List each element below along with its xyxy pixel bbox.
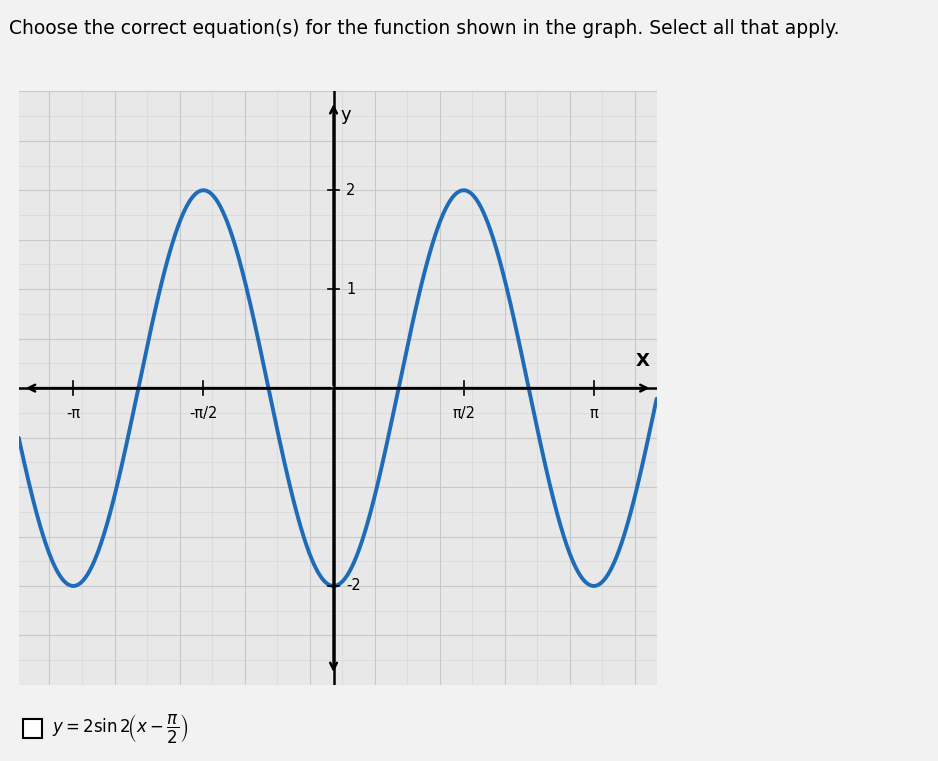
Text: $y = 2\sin 2\!\left(x - \dfrac{\pi}{2}\right)$: $y = 2\sin 2\!\left(x - \dfrac{\pi}{2}\r… xyxy=(52,712,188,745)
Text: 1: 1 xyxy=(346,282,356,297)
Text: X: X xyxy=(636,352,650,371)
Text: Choose the correct equation(s) for the function shown in the graph. Select all t: Choose the correct equation(s) for the f… xyxy=(9,19,840,38)
Text: π: π xyxy=(589,406,598,421)
Text: -π/2: -π/2 xyxy=(189,406,218,421)
Text: -2: -2 xyxy=(346,578,361,594)
Text: π/2: π/2 xyxy=(452,406,476,421)
Text: -π: -π xyxy=(67,406,81,421)
Text: 2: 2 xyxy=(346,183,356,198)
Text: y: y xyxy=(340,107,351,124)
